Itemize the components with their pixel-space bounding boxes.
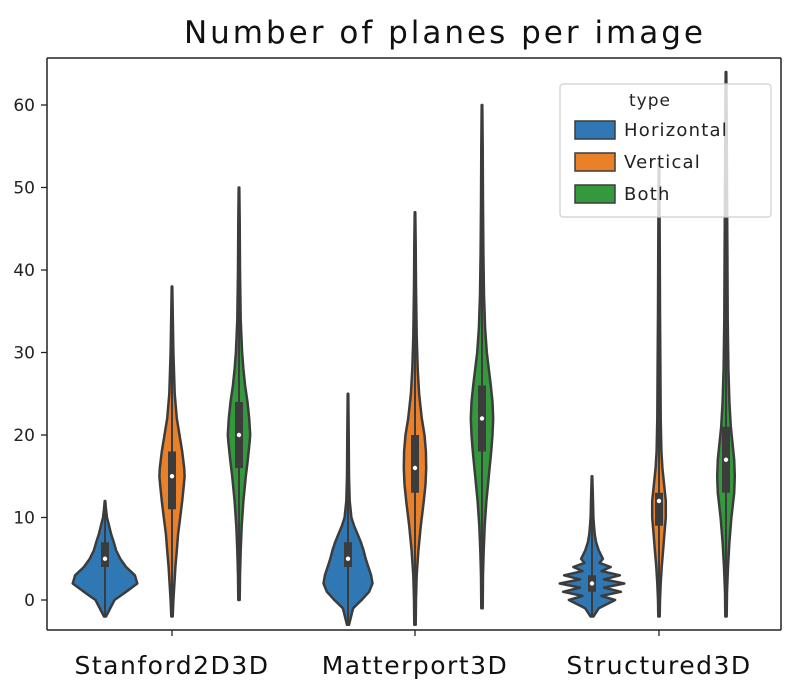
- legend-label-horizontal: Horizontal: [624, 120, 728, 141]
- median-point: [102, 556, 108, 561]
- median-point: [723, 457, 729, 462]
- y-tick-label: 40: [13, 261, 35, 281]
- legend-title: type: [629, 91, 671, 111]
- median-point: [589, 581, 595, 586]
- iqr-box: [655, 492, 663, 526]
- violin-series: [71, 70, 737, 627]
- x-tick-label: Structured3D: [566, 651, 751, 680]
- median-point: [412, 465, 418, 471]
- legend-label-both: Both: [624, 184, 671, 205]
- legend-label-vertical: Vertical: [624, 152, 701, 173]
- y-tick-label: 20: [13, 426, 35, 446]
- legend-swatch-both: [574, 184, 616, 204]
- y-axis-ticks: 0 10 20 30 40 50 60: [13, 96, 47, 611]
- legend-swatch-horizontal: [574, 120, 616, 140]
- y-tick-label: 50: [13, 179, 35, 199]
- median-point: [656, 498, 662, 504]
- y-tick-label: 10: [13, 509, 35, 529]
- iqr-box: [411, 435, 419, 493]
- iqr-box: [101, 542, 109, 567]
- x-tick-label: Matterport3D: [322, 651, 509, 680]
- chart-title: Number of planes per image: [184, 15, 706, 51]
- median-point: [169, 474, 175, 479]
- iqr-box: [168, 451, 176, 510]
- y-tick-label: 60: [13, 96, 35, 116]
- median-point: [236, 432, 242, 438]
- legend-box: [559, 83, 772, 218]
- legend: type Horizontal Vertical Both: [559, 83, 772, 218]
- iqr-box: [344, 542, 352, 567]
- median-point: [479, 416, 485, 421]
- x-tick-label: Stanford2D3D: [75, 651, 270, 680]
- x-axis-ticks: Stanford2D3D Matterport3D Structured3D: [75, 630, 751, 680]
- y-tick-label: 0: [24, 591, 35, 611]
- y-tick-label: 30: [13, 344, 35, 364]
- legend-swatch-vertical: [574, 152, 616, 172]
- median-point: [345, 556, 351, 561]
